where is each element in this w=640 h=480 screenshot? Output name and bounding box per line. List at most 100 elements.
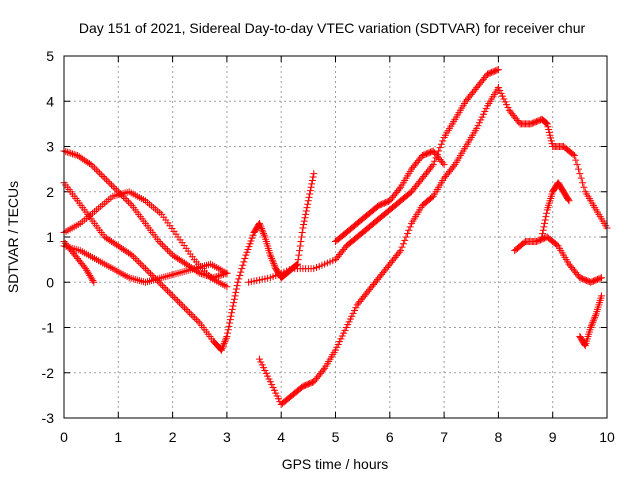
data-point <box>302 207 310 215</box>
y-tick-labels: -3 -2 -1 0 1 2 3 4 5 <box>42 48 55 426</box>
data-point <box>238 265 246 273</box>
data-point <box>89 162 97 170</box>
data-point <box>299 224 307 232</box>
data-point <box>217 346 225 354</box>
data-point <box>165 248 173 256</box>
data-point <box>167 290 175 298</box>
data-point <box>307 183 315 191</box>
data-point <box>162 244 170 252</box>
series-sat-h <box>245 66 502 286</box>
data-point <box>194 317 202 325</box>
data-point <box>97 171 105 179</box>
data-point <box>259 228 267 236</box>
data-point <box>164 246 172 254</box>
data-point <box>189 312 197 320</box>
y-tick-label: 5 <box>46 48 54 64</box>
data-point <box>109 183 117 191</box>
data-point <box>123 196 131 204</box>
data-point <box>398 243 406 251</box>
data-point <box>124 198 132 206</box>
y-tick-label: 3 <box>46 139 54 155</box>
data-point <box>301 214 309 222</box>
data-point <box>241 254 249 262</box>
data-point <box>223 333 231 341</box>
data-point <box>220 341 228 349</box>
data-point <box>268 254 276 262</box>
data-point <box>296 242 304 250</box>
data-point <box>256 221 264 229</box>
data-point <box>406 223 414 231</box>
data-point <box>579 179 587 187</box>
data-point <box>140 263 148 271</box>
series-sat-i <box>332 147 448 246</box>
data-marks <box>60 66 611 408</box>
data-point <box>306 187 314 195</box>
data-point <box>224 329 232 337</box>
data-point <box>196 269 204 277</box>
data-point <box>574 165 582 173</box>
data-point <box>232 285 240 293</box>
data-point <box>450 162 458 170</box>
data-point <box>401 236 409 244</box>
data-point <box>297 238 305 246</box>
data-point <box>440 161 448 169</box>
data-point <box>309 173 317 181</box>
data-point <box>99 172 107 180</box>
data-point <box>589 318 597 326</box>
data-point <box>170 294 178 302</box>
series-sat-d <box>60 188 231 291</box>
data-point <box>237 268 245 276</box>
data-point <box>298 233 306 241</box>
data-point <box>300 221 308 229</box>
data-point <box>218 344 226 352</box>
data-point <box>588 320 596 328</box>
data-point <box>192 316 200 324</box>
data-point <box>222 336 230 344</box>
data-point <box>138 261 146 269</box>
data-point <box>219 343 227 351</box>
data-point <box>431 157 439 165</box>
data-point <box>543 209 551 217</box>
data-point <box>108 181 116 189</box>
x-tick-label: 2 <box>169 429 177 445</box>
data-point <box>429 161 437 169</box>
data-point <box>65 149 73 157</box>
data-point <box>308 176 316 184</box>
data-point <box>428 162 436 170</box>
x-tick-labels: 0 1 2 3 4 5 6 7 8 9 10 <box>60 429 615 445</box>
data-point <box>165 288 173 296</box>
data-point <box>542 119 550 127</box>
x-tick-label: 0 <box>60 429 68 445</box>
data-point <box>111 184 119 192</box>
data-point <box>576 170 584 178</box>
data-point <box>230 299 238 307</box>
y-tick-label: -1 <box>42 320 55 336</box>
data-point <box>63 148 71 156</box>
data-point <box>589 317 597 325</box>
data-point <box>270 261 278 269</box>
data-point <box>268 256 276 264</box>
data-point <box>92 166 100 174</box>
data-point <box>126 200 134 208</box>
data-point <box>587 322 595 330</box>
data-point <box>182 305 190 313</box>
x-axis-label: GPS time / hours <box>282 456 389 472</box>
data-point <box>67 149 75 157</box>
data-point <box>570 152 578 160</box>
x-tick-label: 7 <box>440 429 448 445</box>
data-point <box>439 159 447 167</box>
data-point <box>148 271 156 279</box>
data-point <box>157 239 165 247</box>
data-point <box>439 137 447 145</box>
data-point <box>228 309 236 317</box>
data-point <box>266 251 274 259</box>
data-point <box>233 282 241 290</box>
data-point <box>540 223 548 231</box>
data-point <box>573 161 581 169</box>
data-point <box>158 241 166 249</box>
data-point <box>493 66 501 74</box>
data-point <box>160 283 168 291</box>
x-tick-label: 6 <box>386 429 394 445</box>
data-point <box>258 226 266 234</box>
